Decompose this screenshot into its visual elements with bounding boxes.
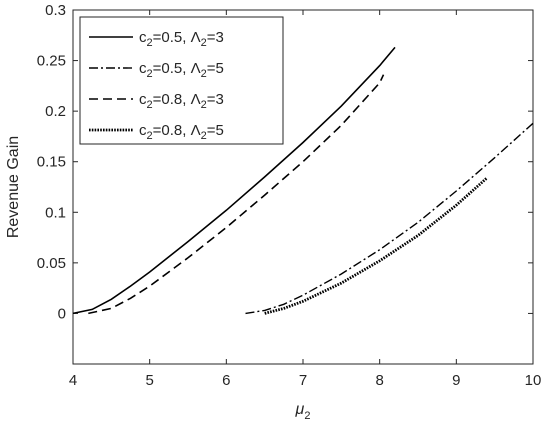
x-tick-label: 9 — [452, 372, 460, 389]
y-tick-label: 0.05 — [37, 255, 66, 272]
x-tick-label: 6 — [222, 372, 230, 389]
x-tick-label: 5 — [145, 372, 153, 389]
series-line-2 — [245, 122, 534, 315]
x-axis-label: μ2 — [295, 401, 311, 422]
y-tick-label: 0.1 — [45, 204, 66, 221]
series-line-1 — [72, 46, 396, 315]
legend-box — [79, 16, 284, 145]
series-line-4 — [264, 176, 488, 315]
legend-label-2: c2=0.5, Λ2=5 — [139, 60, 224, 80]
x-tick-label: 7 — [299, 372, 307, 389]
y-tick-label: 0 — [58, 305, 66, 322]
y-axis-ticks: 0 0.05 0.1 0.15 0.2 0.25 0.3 — [37, 2, 533, 322]
y-tick-label: 0.25 — [37, 53, 66, 70]
y-axis-label: Revenue Gain — [5, 136, 22, 238]
x-tick-label: 8 — [375, 372, 383, 389]
y-tick-label: 0.2 — [45, 103, 66, 120]
series-lines — [72, 46, 534, 315]
legend-label-1: c2=0.5, Λ2=3 — [139, 29, 224, 49]
series-line-3 — [88, 74, 385, 315]
legend: c2=0.5, Λ2=3 c2=0.5, Λ2=5 c2=0.8, Λ2=3 c2=0… — [79, 16, 284, 145]
legend-label-4: c2=0.8, Λ2=5 — [139, 122, 224, 142]
x-axis-ticks: 4 5 6 7 8 9 10 — [69, 10, 542, 389]
legend-label-3: c2=0.8, Λ2=3 — [139, 91, 224, 111]
x-tick-label: 4 — [69, 372, 77, 389]
y-tick-label: 0.15 — [37, 154, 66, 171]
x-tick-label: 10 — [525, 372, 542, 389]
y-tick-label: 0.3 — [45, 2, 66, 19]
